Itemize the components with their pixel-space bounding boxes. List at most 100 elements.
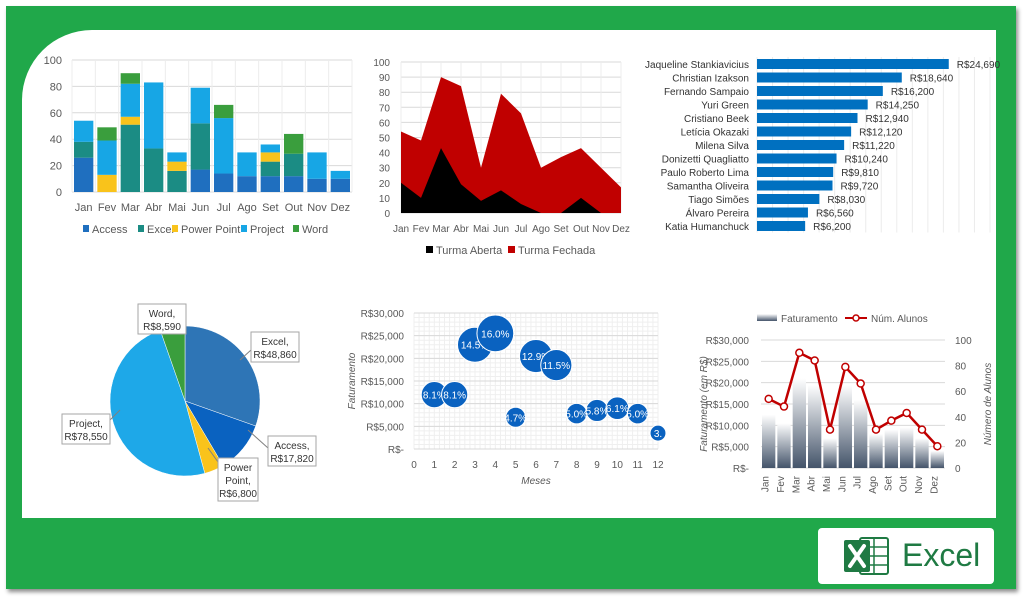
line-marker	[795, 348, 804, 358]
x-tick-label: Fev	[413, 224, 430, 235]
x-tick-label: Set	[883, 476, 894, 491]
bar	[757, 180, 833, 191]
line-marker	[871, 425, 881, 434]
x-tick-label: Jan	[761, 476, 772, 492]
x-tick-label: Nov	[307, 202, 327, 214]
line-marker	[902, 408, 911, 418]
y2-tick-label: 40	[955, 413, 967, 424]
y-tick-label: R$10,000	[361, 400, 405, 411]
label-box	[61, 413, 111, 445]
column	[900, 427, 914, 468]
category-label: Milena Silva	[695, 141, 749, 152]
x-tick-label: Jan	[393, 224, 409, 235]
legend-label: Núm. Alunos	[871, 314, 928, 325]
x-tick-label: Out	[899, 476, 910, 492]
bar	[757, 221, 806, 231]
excel-logo-box	[818, 528, 994, 584]
category-label: Donizetti Quagliatto	[662, 155, 750, 166]
legend-label: Excel	[147, 224, 174, 236]
x-tick-label: Mar	[791, 475, 802, 493]
x-tick-label: Jul	[853, 476, 864, 489]
y-tick-label: R$20,000	[361, 354, 405, 365]
bar	[757, 72, 902, 83]
bar-segment	[214, 173, 234, 192]
slice-label-excel: R$48,860	[253, 350, 297, 361]
column	[915, 438, 929, 468]
column	[838, 384, 852, 468]
excel-logo-icon	[844, 537, 889, 575]
x-tick-label: Abr	[145, 202, 162, 214]
stacked-column-chart[interactable]: 0 20 40 60 80 100 Jan Fev Mar Abr Mai Jun Jul Ago Set O…	[44, 55, 353, 236]
y-tick-label: 100	[373, 58, 390, 69]
category-label: Jaqueline Stankiavicius	[645, 60, 749, 71]
line-marker	[825, 425, 835, 434]
data-label: R$9,720	[840, 182, 878, 193]
bar-segment	[284, 153, 304, 177]
bubble-label: 8.1%	[443, 391, 466, 402]
legend-marker	[852, 314, 860, 322]
legend-swatch	[241, 225, 247, 232]
legend-label: Turma Aberta	[436, 245, 503, 257]
bubble-label: 5.8%	[586, 406, 609, 417]
data-label: R$8,030	[827, 195, 865, 206]
y-tick-label: 0	[384, 209, 390, 220]
y2-tick-label: 60	[955, 387, 967, 398]
label-box	[137, 303, 187, 335]
y2-tick-label: 80	[955, 362, 967, 373]
column	[930, 450, 944, 468]
x-tick-label: Jun	[837, 476, 848, 492]
bar-segment	[167, 170, 187, 192]
y2-tick-label: 20	[955, 438, 967, 449]
data-label: R$24,690	[957, 60, 1001, 71]
slice-label-project: R$78,550	[64, 432, 108, 443]
data-label: R$6,200	[813, 222, 851, 233]
legend-label: Word	[302, 224, 328, 236]
bar-segment	[307, 152, 327, 179]
data-label: R$9,810	[841, 168, 879, 179]
line-marker	[856, 379, 865, 388]
bubble	[505, 406, 527, 428]
y-tick-label: R$25,000	[361, 332, 405, 343]
legend-swatch	[757, 314, 777, 321]
data-label: R$16,200	[891, 87, 935, 98]
category-label: Letícia Okazaki	[681, 128, 749, 139]
x-tick-label: 12	[652, 460, 664, 471]
column	[884, 429, 898, 468]
y-tick-label: 80	[50, 81, 62, 93]
bar-segment	[237, 152, 257, 177]
slice-label-project: Project,	[69, 419, 103, 430]
leader-line	[109, 409, 121, 421]
y-tick-label: 10	[379, 194, 391, 205]
bubble-chart[interactable]: R$- R$5,000 R$10,000 R$15,000 R$20,000 R$25,0…	[347, 309, 667, 487]
bubble-label: 4.7%	[504, 413, 527, 424]
line-marker	[779, 402, 789, 411]
horizontal-bar-chart[interactable]: Jaqueline Stankiavicius R$24,690 Christian…	[645, 57, 1001, 233]
bubble-label: 11.5%	[543, 361, 571, 372]
bar-segment	[74, 141, 94, 158]
x-tick-label: 8	[574, 460, 580, 471]
x-tick-label: 5	[513, 460, 519, 471]
y-tick-label: R$30,000	[361, 309, 405, 320]
bubble-label: 3.	[654, 429, 662, 440]
slice-label-powerpoint: Point,	[225, 476, 251, 487]
legend-label: Power Point	[181, 224, 240, 236]
pie-chart[interactable]: Excel, R$48,860 Access, R$17,820 Power Point,…	[61, 303, 317, 502]
x-tick-label: 9	[594, 460, 600, 471]
bar-segment	[260, 176, 280, 192]
area-series	[401, 148, 621, 213]
bar	[757, 167, 834, 177]
bubble-label: 16.0%	[481, 329, 509, 340]
area-chart[interactable]: 0 10 20 30 40 50 60 70 80 90 100 Jan Fev Mar Abr Mai Jun…	[373, 58, 630, 257]
bar-segment	[190, 169, 210, 192]
column	[823, 438, 837, 468]
bar-segment	[97, 174, 117, 192]
y-axis-title: Faturamento (em R$)	[699, 356, 710, 452]
combo-chart[interactable]: R$- R$5,000 R$10,000 R$15,000 R$20,000 R$25,0…	[699, 314, 994, 494]
data-label: R$6,560	[816, 209, 854, 220]
line-marker	[810, 356, 819, 365]
bar-segment	[237, 176, 257, 192]
category-label: Paulo Roberto Lima	[661, 168, 750, 179]
bar-segment	[74, 157, 94, 192]
y-tick-label: 100	[44, 55, 62, 67]
